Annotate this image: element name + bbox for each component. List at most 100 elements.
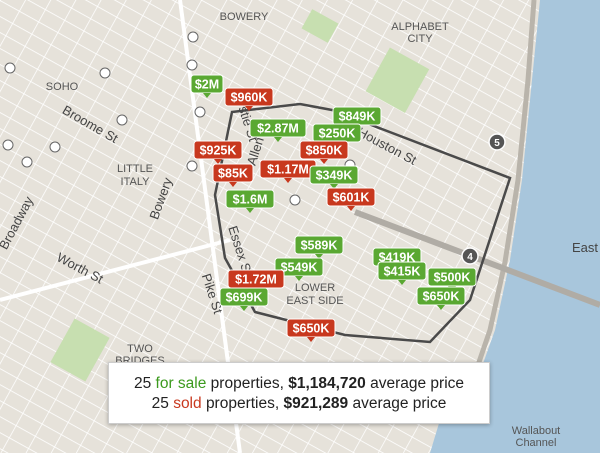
metro-icon: [99, 67, 111, 79]
water: [430, 380, 600, 453]
metro-icon: [2, 139, 14, 151]
marker-pointer: [295, 276, 303, 281]
count: 25: [151, 395, 169, 412]
price-marker[interactable]: $960K: [224, 87, 274, 111]
price: $1,184,720: [288, 375, 366, 392]
map-label: EAST SIDE: [286, 295, 343, 307]
text: properties,: [205, 395, 280, 412]
count: 25: [133, 375, 152, 392]
price-marker[interactable]: $650K: [416, 286, 466, 310]
price-marker[interactable]: $2.87M: [249, 118, 307, 142]
route-shield: [461, 247, 479, 265]
highway: [463, 0, 537, 401]
text: average price: [370, 375, 465, 392]
map-label: LOWER: [295, 282, 335, 294]
price-marker[interactable]: $1.6M: [225, 189, 275, 213]
marker-label: $1.6M: [233, 192, 268, 206]
metro-icon: [186, 160, 198, 172]
price-marker[interactable]: $85K: [212, 163, 254, 187]
marker-label: $960K: [231, 90, 268, 104]
summary-line: 25 for sale properties, $1,184,720 avera…: [109, 374, 489, 394]
map-label: TWO: [127, 343, 153, 355]
text: average price: [352, 395, 447, 412]
marker-pointer: [240, 306, 248, 311]
marker-pointer: [315, 254, 323, 259]
marker-pointer: [284, 178, 292, 183]
marker-label: $1.72M: [235, 272, 277, 286]
metro-icon: [116, 114, 128, 126]
price-marker[interactable]: $1.17M: [259, 159, 317, 183]
marker-pointer: [274, 137, 282, 142]
map-label: BOWERY: [220, 11, 269, 23]
map-label: SOHO: [46, 81, 79, 93]
marker-pointer: [347, 206, 355, 211]
marker-label: $2M: [195, 77, 219, 91]
metro-icon: [194, 106, 206, 118]
marker-pointer: [330, 184, 338, 189]
water: [455, 0, 600, 453]
price-marker[interactable]: $850K: [299, 140, 349, 164]
marker-label: $850K: [306, 143, 343, 157]
route-shield: [488, 133, 506, 151]
marker-label: $589K: [301, 238, 338, 252]
marker-label: $85K: [218, 166, 248, 180]
marker-label: $415K: [384, 264, 421, 278]
park: [365, 47, 430, 114]
price-marker[interactable]: $549K: [274, 257, 324, 281]
price: $921,289: [283, 395, 349, 412]
status: for sale: [155, 375, 207, 392]
price-marker[interactable]: $699K: [219, 287, 269, 311]
map-label: ITALY: [121, 176, 151, 188]
metro-icon: [289, 194, 301, 206]
map-label: Wallabout: [512, 425, 561, 437]
marker-label: $925K: [200, 143, 237, 157]
text: properties,: [210, 375, 284, 392]
price-marker[interactable]: $415K: [377, 261, 427, 285]
status: sold: [173, 395, 202, 412]
marker-pointer: [320, 159, 328, 164]
price-marker[interactable]: $650K: [286, 318, 336, 342]
marker-pointer: [307, 337, 315, 342]
map-label: CITY: [407, 33, 433, 45]
metro-icon: [21, 156, 33, 168]
map-label: LITTLE: [117, 163, 153, 175]
price-marker[interactable]: $601K: [326, 187, 376, 211]
metro-icon: [187, 31, 199, 43]
marker-label: $1.17M: [267, 162, 309, 176]
map-label: East: [572, 240, 598, 255]
marker-label: $500K: [434, 270, 471, 284]
metro-icon: [49, 141, 61, 153]
marker-label: $2.87M: [257, 121, 299, 135]
marker-label: $699K: [226, 290, 263, 304]
map-label: Channel: [516, 437, 557, 449]
park: [301, 9, 339, 43]
route-number: 4: [467, 252, 473, 263]
price-marker[interactable]: $500K: [427, 267, 477, 291]
marker-label: $601K: [333, 190, 370, 204]
summary-box: 25 for sale properties, $1,184,720 avera…: [108, 362, 490, 424]
marker-label: $650K: [423, 289, 460, 303]
marker-pointer: [437, 305, 445, 310]
price-marker[interactable]: $349K: [309, 165, 359, 189]
price-marker[interactable]: $2M: [190, 74, 224, 98]
route-number: 5: [494, 138, 500, 149]
metro-icon: [186, 59, 198, 71]
road: [0, 238, 231, 302]
marker-label: $349K: [316, 168, 353, 182]
marker-label: $549K: [281, 260, 318, 274]
marker-label: $419K: [379, 250, 416, 264]
marker-pointer: [203, 93, 211, 98]
marker-label: $650K: [293, 321, 330, 335]
marker-pointer: [246, 208, 254, 213]
price-marker[interactable]: $589K: [294, 235, 344, 259]
marker-label: $849K: [339, 109, 376, 123]
marker-pointer: [245, 106, 253, 111]
map-label: ALPHABET: [391, 21, 449, 33]
price-marker[interactable]: $925K: [193, 140, 243, 164]
summary-line: 25 sold properties, $921,289 average pri…: [109, 394, 489, 414]
marker-pointer: [214, 159, 222, 164]
metro-icon: [4, 62, 16, 74]
marker-pointer: [229, 182, 237, 187]
